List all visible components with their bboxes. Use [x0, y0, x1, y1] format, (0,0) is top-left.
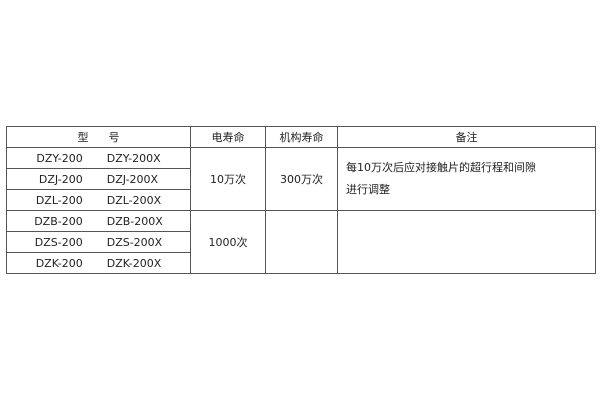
model: DZL-200	[35, 193, 83, 207]
header-model-char2: 号	[108, 131, 120, 144]
model-cell: DZS-200 DZS-200X	[6, 231, 191, 253]
model-x: DZK-200X	[106, 256, 162, 270]
model-x: DZB-200X	[106, 214, 163, 228]
model-cell: DZJ-200 DZJ-200X	[6, 168, 191, 190]
table-row: DZB-200 DZB-200X 1000次	[6, 210, 596, 274]
remark-line: 进行调整	[346, 183, 390, 196]
table-row: DZK-200 DZK-200X	[6, 252, 596, 274]
model-x: DZY-200X	[106, 151, 161, 165]
table-row: DZY-200 DZY-200X 10万次 300万次 每10万次后应对接触片的超…	[6, 147, 596, 211]
model-x: DZL-200X	[106, 193, 162, 207]
header-mechanical-life: 机构寿命	[265, 126, 338, 148]
model-x: DZS-200X	[106, 235, 163, 249]
header-remarks: 备注	[337, 126, 596, 148]
model-cell: DZL-200 DZL-200X	[6, 189, 191, 211]
table-row: DZL-200 DZL-200X	[6, 189, 596, 211]
model: DZJ-200	[38, 172, 83, 186]
model-cell: DZY-200 DZY-200X	[6, 147, 191, 169]
model: DZK-200	[35, 256, 83, 270]
header-electrical-life: 电寿命	[190, 126, 266, 148]
remark-line: 每10万次后应对接触片的超行程和间隙	[346, 161, 536, 174]
electrical-life-cell: 1000次	[190, 210, 266, 274]
product-life-table: 型号 电寿命 机构寿命 备注 DZY-200 DZY-200X 10万次 300万…	[6, 126, 596, 274]
mechanical-life-cell	[265, 210, 338, 274]
model: DZB-200	[34, 214, 83, 228]
remark-cell	[337, 210, 596, 274]
model-x: DZJ-200X	[106, 172, 159, 186]
header-model-char1: 型	[77, 131, 89, 144]
model-cell: DZB-200 DZB-200X	[6, 210, 191, 232]
mechanical-life-cell: 300万次	[265, 147, 338, 211]
table-header-row: 型号 电寿命 机构寿命 备注	[6, 126, 596, 148]
electrical-life-cell: 10万次	[190, 147, 266, 211]
model: DZY-200	[36, 151, 83, 165]
remark-cell: 每10万次后应对接触片的超行程和间隙 进行调整	[337, 147, 596, 211]
header-model: 型号	[6, 126, 191, 148]
model: DZS-200	[34, 235, 83, 249]
model-cell: DZK-200 DZK-200X	[6, 252, 191, 274]
